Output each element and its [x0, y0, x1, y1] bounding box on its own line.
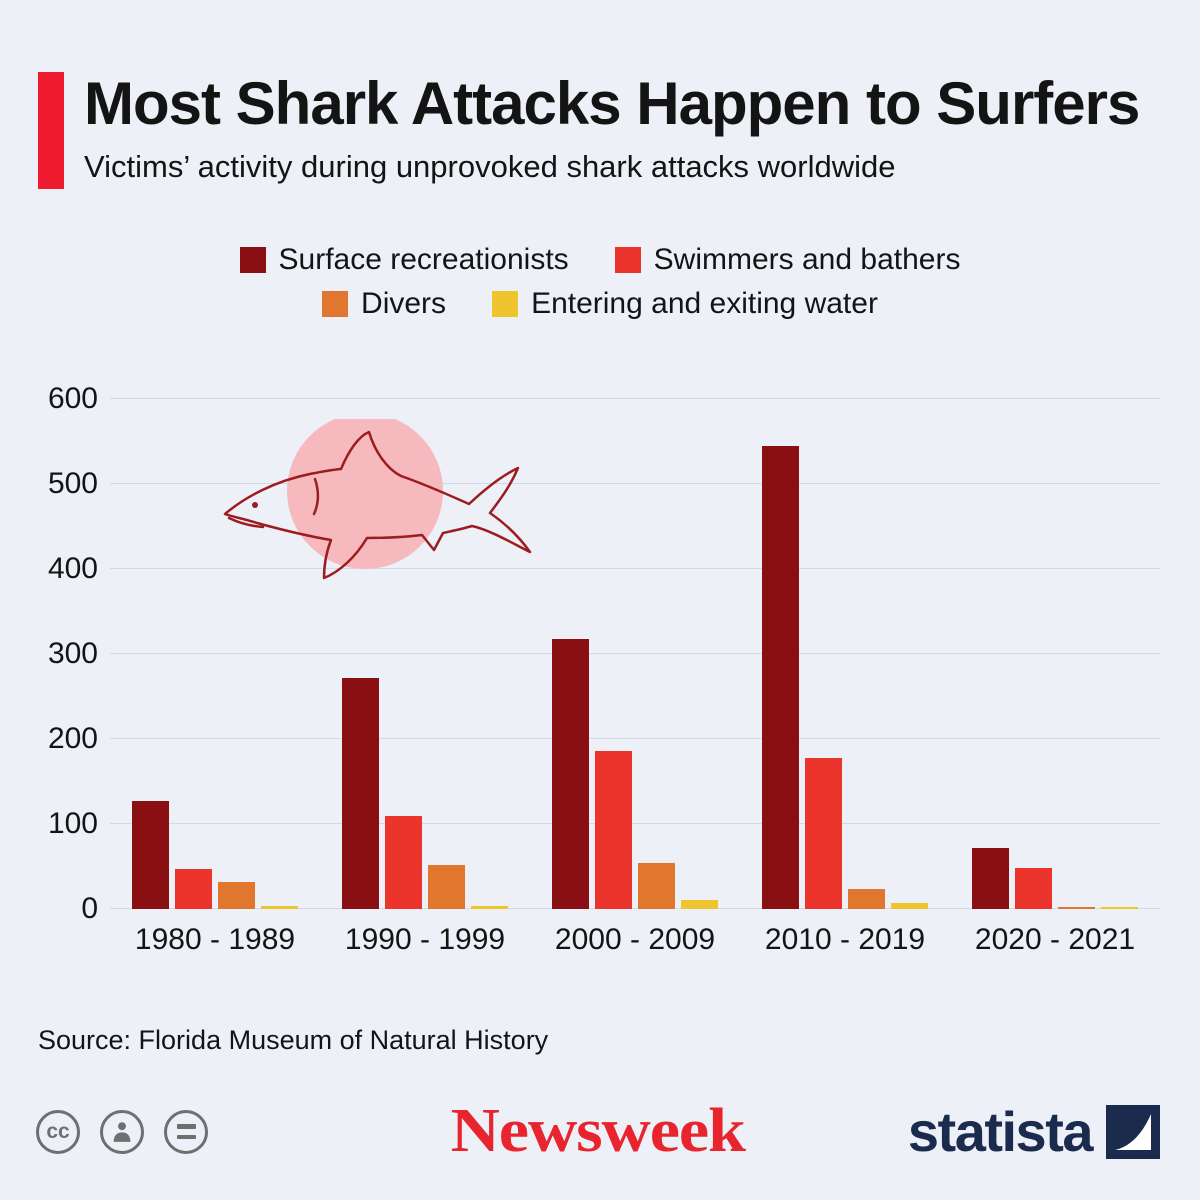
legend-item-swimmers-and-bathers: Swimmers and bathers	[614, 243, 961, 277]
bar-group-2020-2021	[950, 399, 1160, 909]
gridline-400	[110, 568, 1160, 569]
y-tick-label-300: 300	[47, 637, 98, 670]
bar-entering-and-exiting-water-2020-2021	[1101, 907, 1138, 909]
title-accent-bar	[38, 72, 64, 189]
bar-surface-recreationists-1990-1999	[342, 677, 379, 909]
bar-group-2000-2009	[530, 399, 740, 909]
legend-label: Surface recreationists	[278, 243, 569, 276]
y-tick-label-600: 600	[47, 382, 98, 415]
bar-divers-2000-2009	[638, 863, 675, 909]
source-note: Source: Florida Museum of Natural Histor…	[38, 1025, 549, 1055]
bar-entering-and-exiting-water-2000-2009	[681, 899, 718, 909]
y-axis: 0 100 200 300 400 500 600	[36, 382, 110, 925]
legend-row-2: Divers Entering and exiting water	[0, 287, 1200, 321]
bar-groups	[110, 399, 1160, 909]
shark-illustration	[223, 419, 532, 580]
legend-row-1: Surface recreationists Swimmers and bath…	[0, 243, 1200, 277]
gridline-300	[110, 653, 1160, 654]
legend-label: Divers	[361, 287, 447, 320]
x-labels: 1980 - 1989 1990 - 1999 2000 - 2009 2010 - …	[110, 909, 1160, 957]
legend-item-entering-and-exiting-water: Entering and exiting water	[492, 287, 878, 321]
legend-label: Swimmers and bathers	[653, 243, 961, 276]
legend-label: Entering and exiting water	[531, 287, 878, 320]
x-label-1990-1999: 1990 - 1999	[344, 923, 506, 956]
footer: cc Newsweek statista	[36, 1096, 1160, 1167]
y-tick-label-200: 200	[47, 722, 98, 755]
pink-circle-icon	[287, 419, 443, 569]
bar-entering-and-exiting-water-1990-1999	[471, 906, 508, 909]
bar-entering-and-exiting-water-2010-2019	[891, 903, 928, 909]
bar-swimmers-and-bathers-1980-1989	[175, 869, 212, 909]
gridline-500	[110, 483, 1160, 484]
bar-divers-1990-1999	[428, 864, 465, 909]
bar-swimmers-and-bathers-2000-2009	[595, 750, 632, 909]
statista-logo-text: statista	[907, 1100, 1094, 1163]
chart-legend: Surface recreationists Swimmers and bath…	[0, 243, 1200, 321]
page-title: Most Shark Attacks Happen to Surfers	[84, 70, 1140, 137]
bar-swimmers-and-bathers-2020-2021	[1015, 868, 1052, 909]
gridline-600	[110, 398, 1160, 399]
legend-swatch-surface-recreationists	[239, 247, 266, 273]
bar-surface-recreationists-2010-2019	[762, 445, 799, 909]
header-text: Most Shark Attacks Happen to Surfers Vic…	[84, 70, 1140, 189]
x-label-2010-2019: 2010 - 2019	[764, 923, 926, 956]
legend-swatch-swimmers-and-bathers	[614, 247, 641, 273]
bar-divers-1980-1989	[218, 881, 255, 909]
equals-icon	[176, 1124, 196, 1139]
bar-swimmers-and-bathers-2010-2019	[805, 757, 842, 909]
legend-item-divers: Divers	[322, 287, 446, 321]
legend-item-surface-recreationists: Surface recreationists	[239, 243, 569, 277]
y-tick-label-100: 100	[47, 807, 98, 840]
bar-surface-recreationists-2000-2009	[552, 638, 589, 909]
gridline-0	[110, 908, 1160, 909]
bar-chart: 0 100 200 300 400 500 600	[36, 382, 1160, 925]
statista-logo: statista	[908, 1099, 1160, 1164]
bar-divers-2010-2019	[848, 888, 885, 909]
x-label-2000-2009: 2000 - 2009	[554, 923, 716, 956]
attribution-person-icon	[100, 1109, 144, 1154]
bar-surface-recreationists-2020-2021	[972, 847, 1009, 909]
bar-swimmers-and-bathers-1990-1999	[385, 815, 422, 909]
gridlines	[110, 398, 1160, 909]
plot-area	[110, 398, 1160, 909]
bar-divers-2020-2021	[1058, 907, 1095, 909]
no-derivatives-icon	[164, 1109, 208, 1154]
legend-swatch-entering-and-exiting-water	[492, 291, 519, 317]
bar-group-1980-1989	[110, 399, 320, 909]
header: Most Shark Attacks Happen to Surfers Vic…	[38, 72, 1160, 189]
y-tick-label-500: 500	[47, 467, 98, 500]
y-tick-label-400: 400	[47, 552, 98, 585]
bar-entering-and-exiting-water-1980-1989	[261, 906, 298, 909]
x-label-2020-2021: 2020 - 2021	[974, 923, 1136, 956]
creative-commons-icon: cc	[36, 1109, 80, 1154]
gridline-200	[110, 738, 1160, 739]
x-label-1980-1989: 1980 - 1989	[134, 923, 296, 956]
bar-surface-recreationists-1980-1989	[132, 801, 169, 909]
bar-group-2010-2019	[740, 399, 950, 909]
shark-outline-icon	[223, 430, 532, 580]
y-tick-label-0: 0	[81, 892, 98, 925]
statista-logo-mark-icon	[1106, 1104, 1160, 1159]
cc-letters: cc	[46, 1119, 70, 1143]
legend-swatch-divers	[322, 291, 349, 317]
page-subtitle: Victims’ activity during unprovoked shar…	[84, 149, 896, 184]
bar-group-1990-1999	[320, 399, 530, 909]
license-icons: cc	[36, 1109, 464, 1154]
newsweek-logo: Newsweek	[450, 1097, 746, 1165]
gridline-100	[110, 823, 1160, 824]
person-icon	[113, 1121, 131, 1142]
